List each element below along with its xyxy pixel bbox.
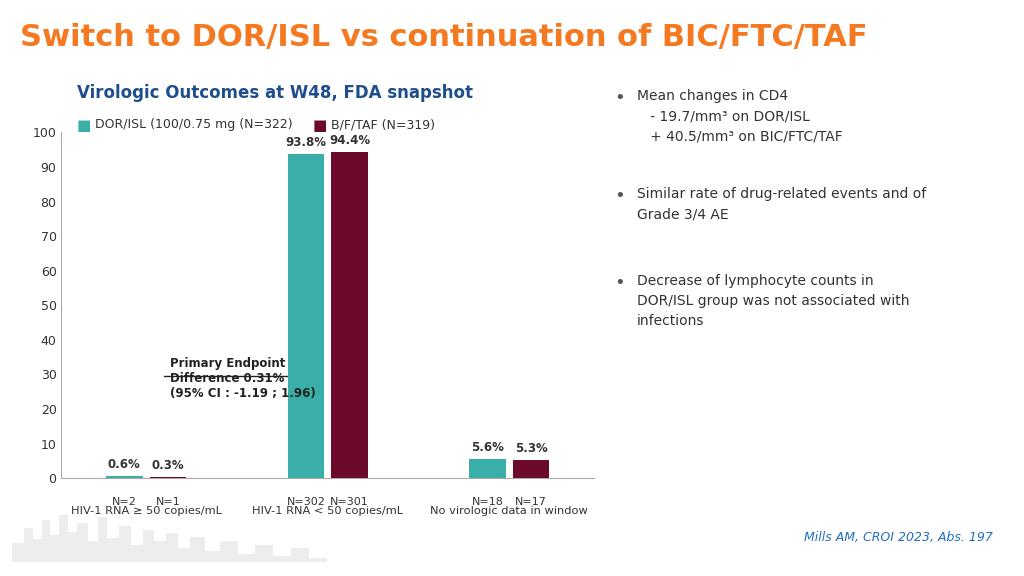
Bar <box>469 458 506 478</box>
Text: 94.4%: 94.4% <box>329 134 370 147</box>
Bar <box>513 460 549 478</box>
Text: Similar rate of drug-related events and of
Grade 3/4 AE: Similar rate of drug-related events and … <box>637 187 926 221</box>
Text: Mean changes in CD4
   - 19.7/mm³ on DOR/ISL
   + 40.5/mm³ on BIC/FTC/TAF: Mean changes in CD4 - 19.7/mm³ on DOR/IS… <box>637 89 843 143</box>
Text: N=301: N=301 <box>330 497 369 507</box>
Text: ■: ■ <box>312 118 327 133</box>
Text: 0.6%: 0.6% <box>108 458 140 471</box>
Text: •: • <box>614 274 625 291</box>
Text: N=302: N=302 <box>287 497 326 507</box>
Text: Switch to DOR/ISL vs continuation of BIC/FTC/TAF: Switch to DOR/ISL vs continuation of BIC… <box>20 23 868 52</box>
Text: •: • <box>614 89 625 107</box>
Text: 93.8%: 93.8% <box>286 136 327 149</box>
Bar <box>150 477 186 478</box>
Text: DOR/ISL (100/0.75 mg (N=322): DOR/ISL (100/0.75 mg (N=322) <box>95 118 293 131</box>
Text: N=2: N=2 <box>112 497 137 507</box>
Text: Decrease of lymphocyte counts in
DOR/ISL group was not associated with
infection: Decrease of lymphocyte counts in DOR/ISL… <box>637 274 909 328</box>
Bar <box>288 154 324 478</box>
Text: Virologic Outcomes at W48, FDA snapshot: Virologic Outcomes at W48, FDA snapshot <box>77 84 473 101</box>
Text: N=17: N=17 <box>515 497 547 507</box>
Text: N=1: N=1 <box>156 497 180 507</box>
Bar <box>332 152 368 478</box>
Text: N=18: N=18 <box>471 497 504 507</box>
Text: ■: ■ <box>77 118 91 133</box>
Text: •: • <box>614 187 625 205</box>
Text: Primary Endpoint
Difference 0.31%
(95% CI : -1.19 ; 1.96): Primary Endpoint Difference 0.31% (95% C… <box>170 357 316 400</box>
Text: Mills AM, CROI 2023, Abs. 197: Mills AM, CROI 2023, Abs. 197 <box>805 531 993 544</box>
Text: 0.3%: 0.3% <box>152 459 184 472</box>
Text: B/F/TAF (N=319): B/F/TAF (N=319) <box>331 118 435 131</box>
Bar <box>106 476 142 478</box>
Text: 5.6%: 5.6% <box>471 441 504 453</box>
Polygon shape <box>0 515 594 562</box>
Text: 5.3%: 5.3% <box>515 442 548 454</box>
